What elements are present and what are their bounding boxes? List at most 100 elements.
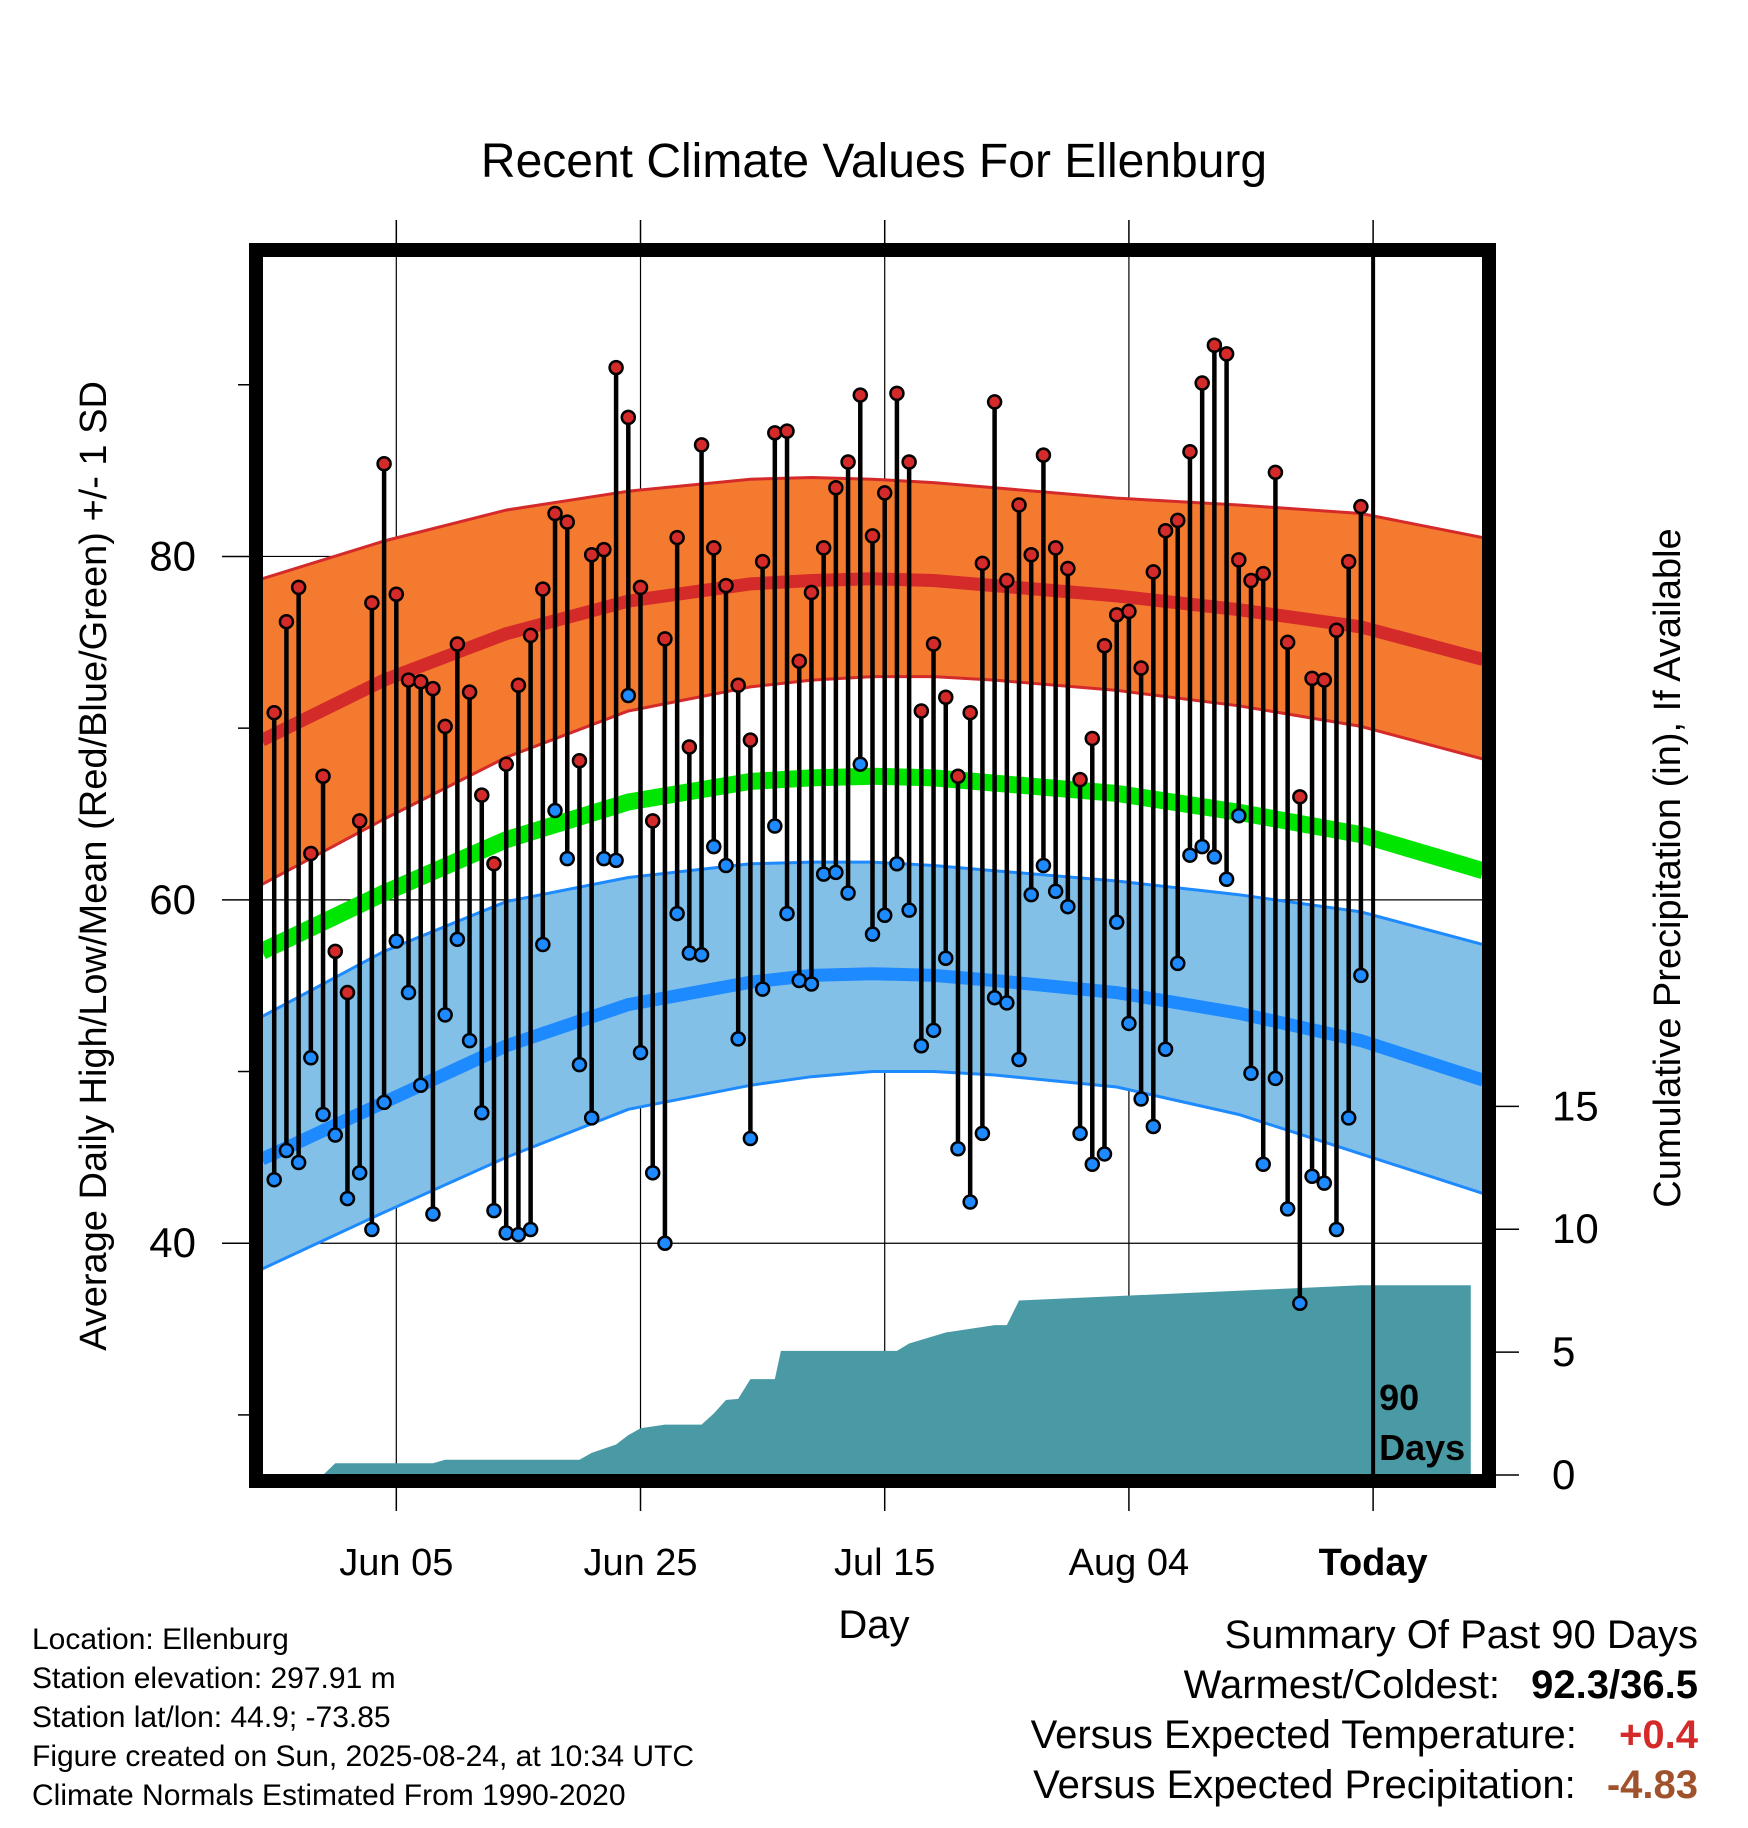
daily-low-point [730,1031,746,1047]
daily-low-point [657,1235,673,1251]
daily-low-point [1096,1146,1113,1162]
daily-high-point [876,485,893,501]
daily-high-point [1011,497,1027,513]
daily-low-point [1279,1201,1296,1217]
y-tick-label: 80 [149,532,196,579]
daily-high-point [510,677,527,693]
x-axis-title: Day [838,1603,909,1647]
daily-high-point [644,813,661,829]
daily-low-point [938,950,954,966]
daily-high-point [986,394,1003,410]
daily-high-point [889,385,905,402]
daily-high-point [815,540,832,556]
daily-high-point [779,423,795,439]
daily-low-point [388,933,405,949]
daily-observations [266,337,1369,1312]
daily-high-point [669,529,685,546]
daily-high-point [290,579,307,596]
daily-low-point [547,802,563,819]
daily-high-point [1023,546,1039,563]
y2-tick-label: 5 [1552,1328,1575,1375]
daily-high-point [1170,512,1186,529]
y2-tick-label: 10 [1552,1205,1599,1252]
y2-tick-label: 0 [1552,1451,1575,1498]
daily-low-point [400,984,417,1001]
daily-low-point [754,981,771,997]
daily-low-point [1267,1070,1284,1087]
daily-high-point [474,787,490,803]
daily-high-point [767,425,783,441]
x-tick-label: Jun 05 [339,1542,453,1584]
daily-low-point [803,976,820,992]
daily-high-point [742,732,759,748]
daily-low-point [1353,967,1369,984]
daily-low-point [828,864,844,881]
daily-low-point [669,905,685,922]
daily-low-point [1292,1295,1308,1312]
daily-low-point [718,857,734,874]
daily-high-point [913,703,930,719]
daily-high-point [632,579,649,596]
latlon-text: Station lat/lon: 44.9; -73.85 [32,1701,391,1734]
daily-low-point [1060,898,1076,915]
daily-low-point [1206,849,1223,865]
daily-high-point [486,856,502,872]
daily-high-point [596,541,612,558]
summary-panel: Summary Of Past 90 Days Warmest/Coldest:… [1031,1610,1698,1810]
daily-high-point [1157,522,1174,539]
daily-low-point [535,936,551,953]
daily-high-point [400,672,417,688]
daily-low-point [1145,1118,1162,1135]
daily-low-point [571,1056,588,1073]
daily-high-point [1340,553,1357,570]
daily-high-point [266,704,282,721]
daily-high-point [437,718,453,735]
y2-axis-title: Cumulative Precipitation (in), If Availa… [1647,528,1689,1207]
chart-title: Recent Climate Values For Ellenburg [480,135,1268,188]
daily-low-point [620,687,637,704]
x-tick-label: Jul 15 [834,1542,935,1584]
daily-low-point [925,1022,942,1039]
daily-low-point [1023,886,1039,903]
daily-low-point [840,885,856,901]
daily-high-point [1267,464,1284,481]
daily-high-point [706,540,722,556]
daily-low-point [474,1104,490,1121]
daily-low-point [1182,847,1198,863]
daily-high-point [791,653,807,669]
daily-low-point [693,947,710,963]
daily-high-point [1218,346,1235,362]
daily-low-point [266,1171,282,1188]
x-tick-label: Aug 04 [1069,1542,1189,1584]
precip-anomaly-value: -4.83 [1606,1763,1698,1807]
daily-high-point [1145,564,1162,580]
daily-low-point [559,850,575,867]
daily-low-point [290,1154,307,1171]
daily-low-point [1255,1156,1271,1172]
daily-high-point [1060,560,1076,577]
daily-high-point [535,581,551,597]
daily-high-point [412,674,429,690]
daily-high-point [999,572,1015,589]
daily-high-point [1072,771,1088,788]
daily-low-point [1231,807,1247,824]
daily-low-point [1035,857,1052,874]
daily-high-point [1084,730,1101,747]
location-text: Location: Ellenburg [32,1623,289,1656]
daily-low-point [1194,838,1210,855]
axis-labels: Jun 05 Jun 25 Jul 15 Aug 04 Today 40 60 80 0 5 10 1… [73,381,1689,1647]
daily-low-point [1084,1156,1101,1172]
daily-high-point [339,984,356,1001]
summary-temp: Versus Expected Temperature: +0.4 [1031,1710,1698,1760]
summary-precip: Versus Expected Precipitation: -4.83 [1031,1760,1698,1810]
daily-low-point [767,818,783,834]
daily-low-point [681,945,698,961]
daily-low-point [950,1141,966,1157]
daily-low-point [1170,955,1186,972]
today-marker-label: 90 [1379,1377,1419,1418]
daily-high-point [1304,670,1320,687]
daily-low-point [327,1127,344,1143]
axes: 90 Days [222,220,1519,1511]
created-text: Figure created on Sun, 2025-08-24, at 10… [32,1740,695,1773]
daily-high-point [1231,552,1247,568]
